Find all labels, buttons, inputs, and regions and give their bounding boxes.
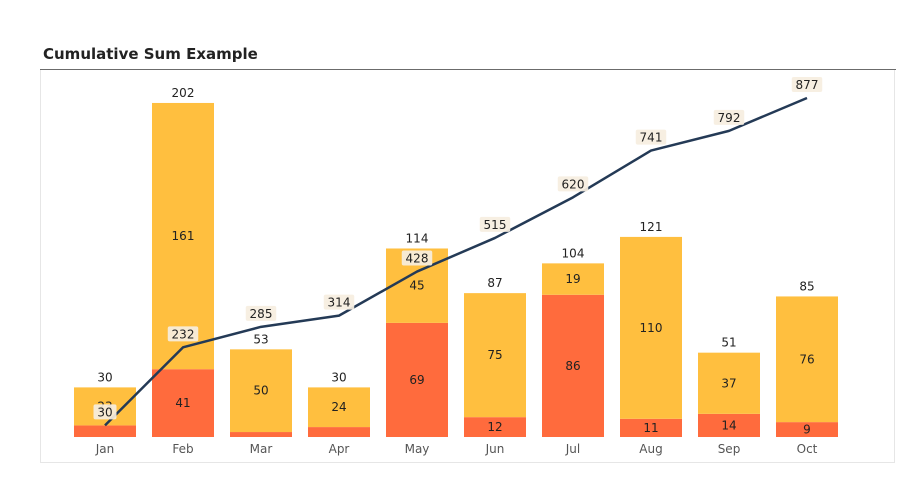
line-label-text: 620 (562, 177, 585, 191)
bar-top-sep[interactable] (698, 352, 760, 414)
segment-label-bottom-jun: 12 (487, 420, 502, 434)
bar-top-aug[interactable] (620, 236, 682, 419)
x-tick-mar: Mar (250, 442, 273, 456)
line-label-jan: 30 (93, 404, 117, 420)
line-label-oct: 877 (791, 77, 823, 92)
segment-label-top-sep: 37 (721, 376, 736, 390)
bar-top-oct[interactable] (776, 296, 838, 423)
bar-bottom-sep[interactable] (698, 413, 760, 437)
total-label-jan: 30 (97, 370, 112, 384)
line-label-jun: 515 (479, 216, 511, 232)
line-label-text: 741 (640, 131, 663, 145)
bar-top-jun[interactable] (464, 293, 526, 418)
x-tick-oct: Oct (797, 442, 818, 456)
line-label-bg (323, 294, 355, 310)
total-label-oct: 85 (799, 279, 814, 293)
line-label-jul: 620 (557, 176, 589, 192)
total-label-apr: 30 (331, 370, 346, 384)
bar-bottom-jul[interactable] (542, 294, 604, 437)
line-label-text: 314 (328, 296, 351, 310)
line-label-text: 792 (718, 111, 741, 125)
x-tick-sep: Sep (718, 442, 741, 456)
line-label-mar: 285 (245, 305, 277, 321)
bar-top-mar[interactable] (230, 349, 292, 433)
line-label-bg (791, 77, 823, 92)
x-tick-feb: Feb (172, 442, 193, 456)
bar-bottom-jan[interactable] (74, 425, 136, 437)
segment-label-top-mar: 50 (253, 384, 268, 398)
line-label-bg (401, 250, 433, 266)
segment-label-bottom-oct: 9 (803, 423, 811, 437)
line-label-bg (479, 216, 511, 232)
x-tick-jun: Jun (485, 442, 505, 456)
chart-title: Cumulative Sum Example (43, 45, 258, 63)
segment-label-top-may: 45 (409, 279, 424, 293)
bar-layer (74, 102, 838, 437)
total-label-aug: 121 (640, 220, 663, 234)
line-layer (104, 96, 808, 427)
x-tick-may: May (405, 442, 430, 456)
line-label-text: 877 (796, 78, 819, 92)
segment-label-top-jun: 75 (487, 348, 502, 362)
total-label-sep: 51 (721, 336, 736, 350)
x-tick-aug: Aug (639, 442, 662, 456)
total-label-may: 114 (406, 231, 429, 245)
segment-label-top-oct: 76 (799, 352, 814, 366)
line-label-bg (245, 305, 277, 321)
title-divider (40, 69, 896, 70)
line-label-text: 285 (250, 307, 273, 321)
bar-bottom-aug[interactable] (620, 418, 682, 437)
chart-frame (40, 70, 895, 463)
bar-bottom-apr[interactable] (308, 427, 370, 437)
segment-label-top-feb: 161 (172, 229, 195, 243)
segment-label-bottom-may: 69 (409, 373, 424, 387)
x-tick-apr: Apr (329, 442, 350, 456)
total-label-jul: 104 (562, 246, 585, 260)
line-label-feb: 232 (167, 326, 199, 342)
bar-top-apr[interactable] (308, 387, 370, 428)
segment-label-top-aug: 110 (640, 321, 663, 335)
line-label-text: 515 (484, 218, 507, 232)
label-layer: 2330Jan16141202Feb5053Mar2430Apr4569114M… (93, 77, 823, 456)
line-label-bg (713, 109, 745, 125)
segment-label-bottom-aug: 11 (643, 421, 658, 435)
segment-label-top-apr: 24 (331, 400, 346, 414)
line-label-aug: 741 (635, 129, 667, 145)
segment-label-top-jul: 19 (565, 272, 580, 286)
x-tick-jan: Jan (95, 442, 115, 456)
segment-label-bottom-feb: 41 (175, 396, 190, 410)
line-label-sep: 792 (713, 109, 745, 125)
segment-label-bottom-sep: 14 (721, 418, 736, 432)
bar-bottom-may[interactable] (386, 322, 448, 437)
bar-top-feb[interactable] (152, 102, 214, 370)
line-label-may: 428 (401, 250, 433, 266)
line-label-bg (93, 404, 117, 420)
line-label-bg (167, 326, 199, 342)
line-label-text: 30 (97, 405, 112, 419)
bar-bottom-mar[interactable] (230, 432, 292, 437)
bar-bottom-jun[interactable] (464, 417, 526, 437)
x-tick-jul: Jul (565, 442, 580, 456)
line-label-text: 232 (172, 327, 195, 341)
line-label-apr: 314 (323, 294, 355, 310)
line-label-bg (635, 129, 667, 145)
cumulative-line[interactable] (104, 96, 808, 427)
total-label-mar: 53 (253, 332, 268, 346)
bar-top-jul[interactable] (542, 263, 604, 295)
line-label-bg (557, 176, 589, 192)
total-label-feb: 202 (172, 86, 195, 100)
line-label-text: 428 (406, 252, 429, 266)
bar-bottom-oct[interactable] (776, 422, 838, 437)
segment-label-bottom-jul: 86 (565, 359, 580, 373)
bar-bottom-feb[interactable] (152, 369, 214, 437)
total-label-jun: 87 (487, 276, 502, 290)
